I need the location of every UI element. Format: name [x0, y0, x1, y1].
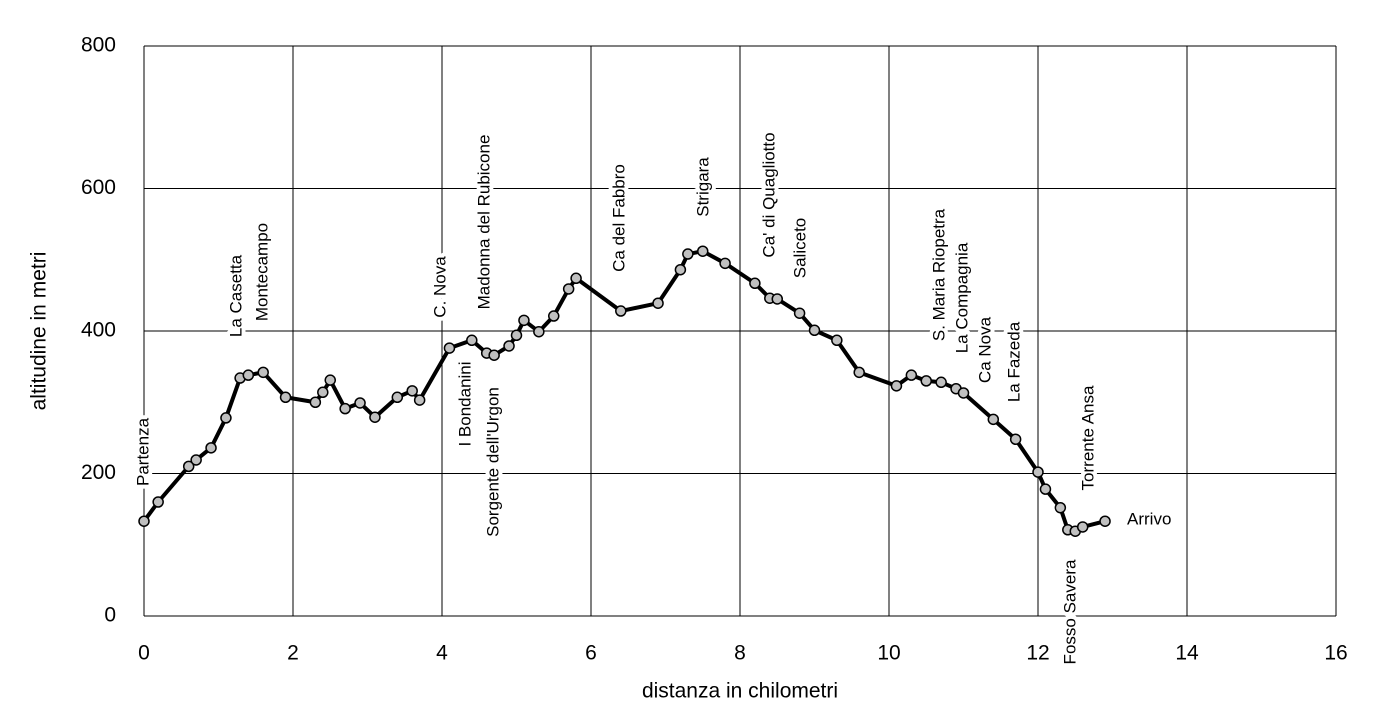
- annotation: Ca' di Quagliotto: [759, 132, 778, 257]
- marker: [190, 454, 202, 466]
- annotation: Montecampo: [252, 223, 271, 321]
- marker: [1039, 483, 1052, 495]
- annotation: Saliceto: [790, 218, 809, 278]
- x-tick-label: 2: [287, 642, 299, 665]
- annotation: Strigara: [693, 157, 712, 217]
- marker: [518, 314, 530, 327]
- x-tick-label: 4: [436, 642, 448, 665]
- marker: [697, 245, 709, 257]
- x-axis-label: distanza in chilometri: [642, 680, 838, 703]
- x-tick-label: 8: [734, 642, 746, 665]
- annotation: La Compagnia: [952, 242, 971, 353]
- marker: [488, 349, 500, 361]
- marker: [682, 248, 694, 260]
- marker: [279, 391, 292, 404]
- marker: [152, 496, 164, 508]
- marker: [309, 396, 322, 408]
- annotation: S. Maria Riopetra: [929, 208, 948, 341]
- annotation: La Fazeda: [1004, 321, 1023, 402]
- marker: [890, 380, 903, 392]
- marker: [138, 515, 150, 527]
- marker: [339, 402, 351, 415]
- marker: [615, 305, 627, 317]
- marker: [406, 385, 418, 397]
- marker: [562, 283, 575, 295]
- marker: [1076, 521, 1089, 533]
- marker: [510, 329, 523, 342]
- marker: [1099, 515, 1111, 527]
- marker: [674, 263, 687, 276]
- y-tick-label: 600: [81, 176, 116, 199]
- x-tick-label: 12: [1026, 642, 1049, 665]
- marker: [935, 376, 947, 389]
- annotation: Ca del Fabbro: [609, 164, 628, 272]
- marker: [1009, 433, 1022, 446]
- x-tick-label: 16: [1324, 642, 1347, 665]
- y-tick-label: 200: [81, 461, 116, 484]
- marker: [548, 310, 560, 322]
- annotation: Madonna del Rubicone: [474, 135, 493, 310]
- marker: [533, 325, 545, 338]
- marker: [957, 387, 970, 399]
- marker: [466, 334, 478, 347]
- marker: [503, 340, 515, 352]
- marker: [413, 394, 426, 406]
- marker: [317, 386, 329, 399]
- marker: [242, 369, 255, 381]
- marker: [257, 366, 269, 379]
- marker: [1054, 501, 1067, 514]
- x-tick-label: 14: [1175, 642, 1199, 665]
- marker: [1032, 466, 1044, 478]
- marker: [808, 324, 821, 337]
- marker: [369, 411, 381, 423]
- marker: [354, 397, 366, 409]
- marker: [749, 277, 761, 290]
- marker: [905, 369, 918, 381]
- annotation: Ca Nova: [975, 316, 994, 383]
- marker: [220, 412, 232, 424]
- annotation: Sorgente dell'Urgon: [483, 387, 502, 537]
- marker: [920, 375, 932, 387]
- x-tick-label: 6: [585, 642, 597, 665]
- marker: [182, 460, 195, 473]
- annotation: Fosso Savera: [1060, 559, 1079, 664]
- y-tick-label: 800: [81, 34, 116, 57]
- marker: [570, 272, 582, 285]
- annotation: Torrente Ansa: [1078, 385, 1097, 490]
- marker: [324, 374, 336, 386]
- x-tick-label: 10: [877, 642, 900, 665]
- y-tick-label: 400: [81, 319, 116, 342]
- y-axis-label: altitudine in metri: [28, 252, 51, 411]
- marker: [719, 257, 731, 270]
- marker: [987, 413, 1000, 426]
- annotation: I Bondanini: [455, 361, 474, 446]
- annotation: Partenza: [133, 417, 152, 486]
- marker: [443, 342, 456, 354]
- marker: [771, 293, 783, 305]
- annotation: C. Nova: [430, 256, 449, 318]
- marker: [391, 391, 404, 404]
- y-tick-label: 0: [104, 604, 116, 627]
- marker: [793, 307, 806, 319]
- annotation: Arrivo: [1127, 509, 1171, 528]
- marker: [652, 297, 664, 309]
- marker: [205, 442, 217, 454]
- marker: [831, 334, 843, 347]
- annotation: La Casetta: [226, 254, 245, 337]
- marker: [853, 366, 865, 379]
- x-tick-label: 0: [138, 642, 150, 665]
